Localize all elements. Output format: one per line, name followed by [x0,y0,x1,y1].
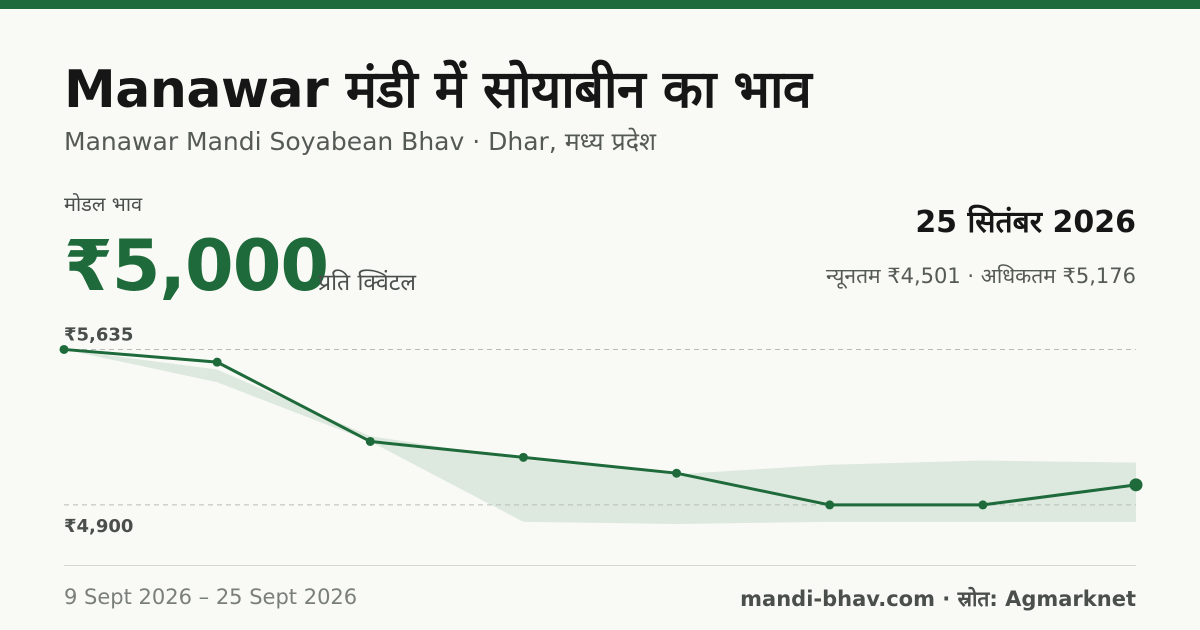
price-unit: प्रति क्विंटल [318,270,416,296]
reference-label: ₹5,635 [64,324,133,345]
price-date: 25 सितंबर 2026 [915,205,1136,240]
page-title: Manawar मंडी में सोयाबीन का भाव [64,60,812,120]
price-point [212,357,222,367]
price-point [518,452,528,462]
min-max-price: न्यूनतम ₹4,501 · अधिकतम ₹5,176 [826,264,1136,288]
page-subtitle: Manawar Mandi Soyabean Bhav · Dhar, मध्य… [64,127,657,156]
price-range-band [64,349,1136,524]
price-point [59,344,69,354]
date-range: 9 Sept 2026 – 25 Sept 2026 [64,585,358,609]
modal-price: ₹5,000 [64,225,329,307]
reference-label: ₹4,900 [64,516,133,537]
price-point [672,468,682,478]
price-point [978,500,988,510]
price-point [825,500,835,510]
source-credit: mandi-bhav.com · स्रोत: Agmarknet [740,587,1136,611]
top-accent-bar [0,0,1200,9]
price-line [62,347,1138,507]
price-point [365,436,375,446]
footer-divider [64,565,1136,566]
latest-price-point [1129,478,1143,492]
modal-price-label: मोडल भाव [64,192,143,216]
